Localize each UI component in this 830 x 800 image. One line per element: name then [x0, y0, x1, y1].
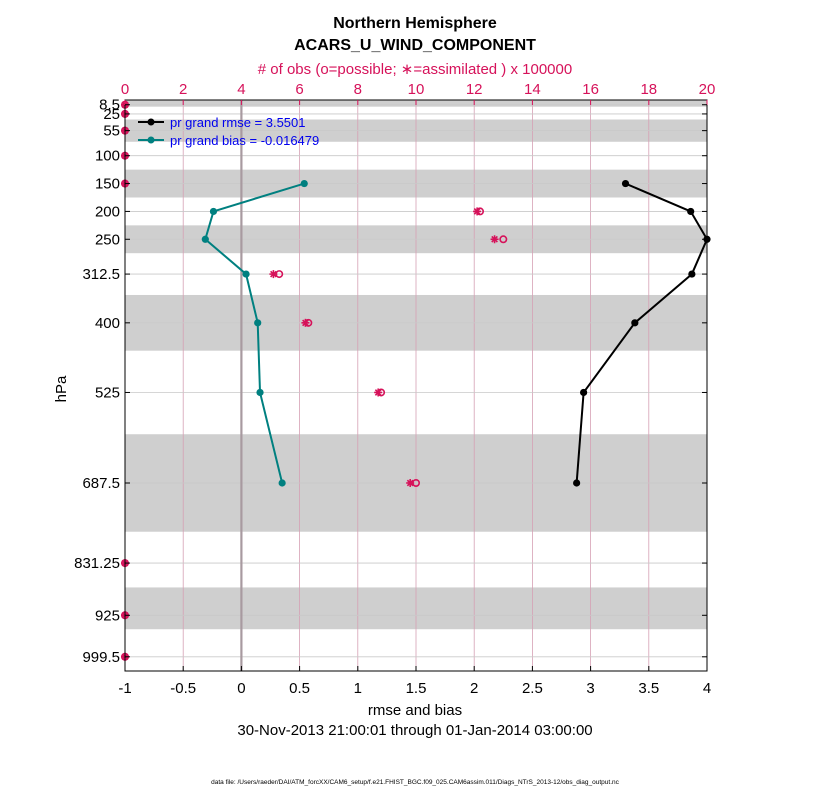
plot-area: [121, 100, 711, 671]
axes: -1 -0.5 0 0.5 1 1.5 2 2.5 3 3.5 4 0 2 4 6 8 10 12 14 16 18 20…: [74, 81, 715, 697]
top-x-tick-label: 12: [466, 81, 483, 98]
y-tick-label: 831.25: [74, 555, 120, 572]
legend-rmse-label: pr grand rmse = 3.5501: [170, 115, 306, 130]
x-tick-label: 1: [354, 680, 362, 697]
bias-point: [300, 179, 308, 188]
obs-assimilated-marker: [374, 388, 383, 397]
chart-title: Northern Hemisphere: [333, 15, 497, 32]
data-file-footnote: data file: /Users/raeder/DAI/ATM_forcXX/…: [211, 779, 620, 786]
obs-assimilated-stroke: [302, 319, 309, 327]
top-axis-label: # of obs (o=possible; ∗=assimilated ) x …: [258, 61, 572, 78]
x-tick-label: 1.5: [406, 680, 427, 697]
date-range: 30-Nov-2013 21:00:01 through 01-Jan-2014…: [237, 722, 592, 739]
y-tick-label: 25: [103, 106, 120, 123]
obs-assimilated-stroke: [270, 270, 277, 278]
y-tick-label: 55: [103, 123, 120, 140]
obs-assimilated-marker: [473, 207, 482, 216]
y-tick-label: 312.5: [82, 266, 120, 283]
bias-point: [278, 479, 286, 487]
rmse-point: [688, 270, 696, 278]
chart-subtitle: ACARS_U_WIND_COMPONENT: [294, 37, 536, 54]
obs-assimilated-stroke: [374, 389, 382, 396]
y-tick-label: 150: [95, 176, 120, 193]
bias-point: [256, 388, 264, 397]
y-tick-label: 525: [95, 384, 120, 401]
top-x-tick-label: 8: [354, 81, 362, 98]
top-x-tick-label: 20: [699, 81, 716, 98]
x-tick-label: 3: [586, 680, 594, 697]
legend-rmse-marker: [147, 118, 155, 126]
top-x-tick-label: 6: [295, 81, 303, 98]
bias-point: [201, 235, 209, 243]
obs-assimilated-marker: [269, 270, 278, 279]
x-tick-label: 2: [470, 680, 478, 697]
x-tick-label: 0: [237, 680, 245, 697]
y-tick-label: 687.5: [82, 475, 120, 492]
x-tick-label: 2.5: [522, 680, 543, 697]
top-x-tick-label: 0: [121, 81, 129, 98]
x-tick-label: -1: [118, 680, 131, 697]
legend: pr grand rmse = 3.5501 pr grand bias = -…: [138, 115, 319, 148]
bias-point: [254, 319, 262, 327]
obs-assimilated-stroke: [473, 208, 481, 215]
rmse-point: [621, 179, 630, 188]
top-x-tick-label: 4: [237, 81, 245, 98]
obs-possible-marker: [499, 235, 508, 244]
legend-bias-label: pr grand bias = -0.016479: [170, 133, 319, 148]
obs-assimilated-stroke: [406, 479, 414, 487]
obs-assimilated-marker: [301, 318, 310, 327]
x-tick-label: 3.5: [638, 680, 659, 697]
top-x-tick-label: 16: [582, 81, 599, 98]
bias-point: [242, 270, 250, 278]
rmse-point: [573, 479, 581, 487]
obs-assimilated-marker: [406, 478, 415, 487]
x-tick-label: 0.5: [289, 680, 310, 697]
y-tick-label: 250: [95, 231, 120, 248]
y-tick-label: 200: [95, 203, 120, 220]
x-axis-label: rmse and bias: [368, 702, 462, 719]
y-tick-label: 8.5: [99, 97, 120, 114]
x-tick-label: 4: [703, 680, 711, 697]
bias-point: [209, 207, 218, 216]
y-tick-label: 999.5: [82, 649, 120, 666]
top-x-tick-label: 10: [408, 81, 425, 98]
y-axis-label: hPa: [53, 375, 70, 402]
obs-assimilated-stroke: [491, 235, 498, 243]
obs-assimilated-marker: [490, 235, 499, 244]
top-x-tick-label: 14: [524, 81, 541, 98]
top-x-tick-label: 18: [640, 81, 657, 98]
rmse-point: [580, 388, 588, 397]
x-tick-label: -0.5: [170, 680, 196, 697]
legend-bias-marker: [147, 136, 155, 144]
y-tick-label: 100: [95, 148, 120, 165]
rmse-point: [687, 207, 695, 216]
y-tick-label: 400: [95, 315, 120, 332]
y-tick-label: 925: [95, 607, 120, 624]
rmse-point: [631, 319, 639, 327]
top-x-tick-label: 2: [179, 81, 187, 98]
